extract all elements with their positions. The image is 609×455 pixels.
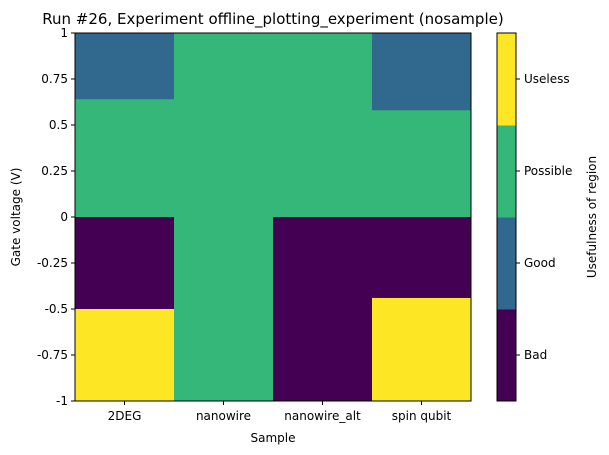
x-tick-label: spin qubit: [392, 409, 452, 423]
colorbar-tick-label: Bad: [524, 348, 547, 362]
x-tick-label: nanowire_alt: [284, 409, 361, 423]
colorbar-frame: [496, 32, 517, 402]
colorbar-segment: [497, 125, 516, 218]
chart-title: Run #26, Experiment offline_plotting_exp…: [42, 10, 503, 29]
y-tick-label: 0.25: [41, 164, 68, 178]
colorbar-segment: [497, 33, 516, 126]
x-tick-label: 2DEG: [108, 409, 142, 423]
x-tick-label: nanowire: [196, 409, 251, 423]
heatmap-cell: [372, 110, 472, 218]
x-axis: 2DEG nanowire nanowire_alt spin qubit: [108, 401, 452, 423]
plot-area: [75, 33, 472, 402]
y-tick-label: 0: [60, 210, 68, 224]
y-tick-label: 0.75: [41, 72, 68, 86]
colorbar-tick-label: Good: [524, 256, 556, 270]
heatmap-cell: [372, 297, 472, 402]
heatmap-cell: [372, 33, 472, 111]
y-tick-label: -1: [56, 394, 68, 408]
y-tick-label: -0.25: [37, 256, 68, 270]
heatmap-cell: [75, 99, 175, 218]
heatmap-cell: [273, 217, 373, 402]
heatmap-cell: [273, 33, 373, 218]
colorbar-tick-label: Useless: [524, 72, 570, 86]
colorbar-segment: [497, 217, 516, 310]
heatmap-cell: [75, 309, 175, 402]
colorbar: [497, 33, 516, 402]
y-tick-label: 0.5: [49, 118, 68, 132]
y-tick-label: -0.75: [37, 348, 68, 362]
colorbar-label: Usefulness of region: [585, 156, 599, 278]
heatmap-cell: [75, 217, 175, 310]
heatmap-cell: [75, 33, 175, 100]
y-tick-label: 1: [60, 26, 68, 40]
heatmap-cell: [174, 33, 274, 402]
y-tick-label: -0.5: [45, 302, 68, 316]
colorbar-tick-label: Possible: [524, 164, 572, 178]
y-axis: 1 0.75 0.5 0.25 0 -0.25 -0.5 -0.75 -1: [37, 26, 75, 408]
colorbar-ticks: Bad Good Possible Useless: [516, 72, 572, 362]
y-axis-label: Gate voltage (V): [9, 168, 23, 267]
heatmap-cell: [372, 217, 472, 299]
colorbar-segment: [497, 309, 516, 402]
x-axis-label: Sample: [251, 431, 296, 445]
